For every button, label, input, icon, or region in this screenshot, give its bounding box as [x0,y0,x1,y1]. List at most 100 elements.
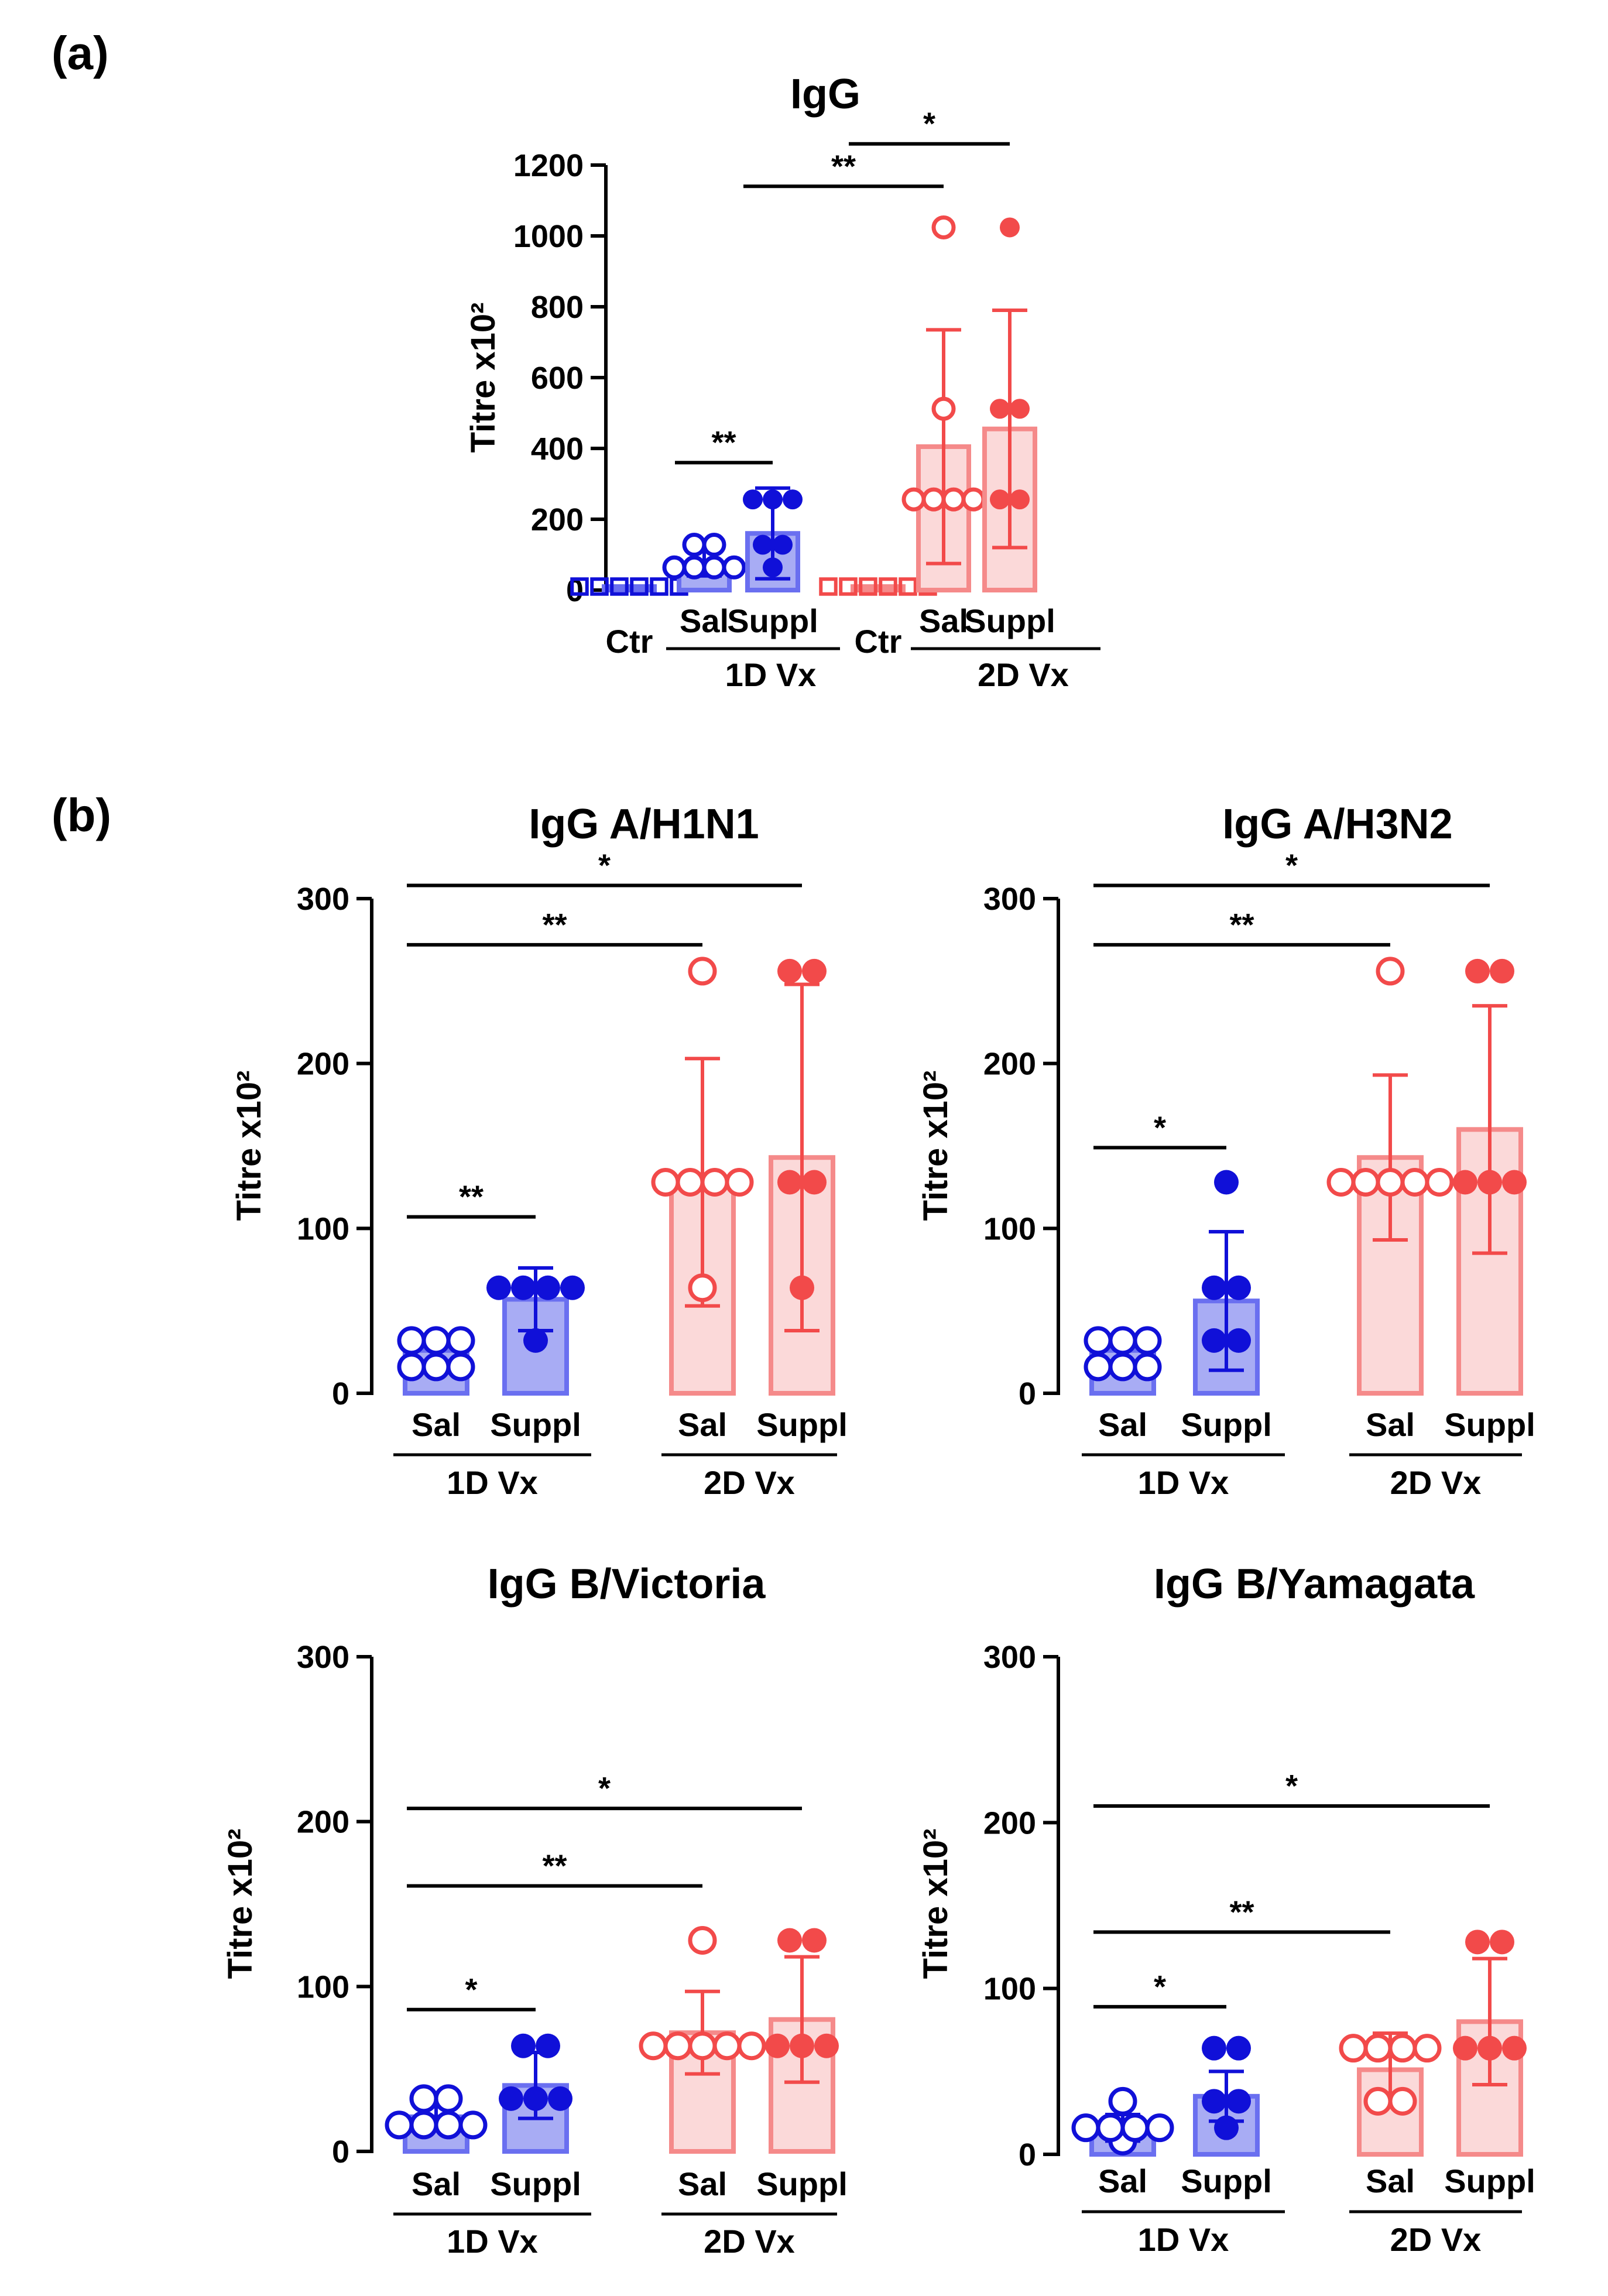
category-label: Ctr [855,623,902,660]
data-point [511,2033,536,2058]
data-point [1226,1328,1251,1353]
data-point [688,1273,717,1303]
data-point [1326,1167,1356,1197]
data-point [783,489,803,510]
group-label: 1D Vx [447,1464,538,1501]
y-tick-label: 1200 [513,148,584,183]
data-point [737,2031,766,2061]
data-point [1226,1275,1251,1300]
y-tick-label: 400 [531,431,584,467]
data-point [879,577,897,596]
y-tick-label: 600 [531,361,584,396]
data-point [1202,1275,1226,1300]
category-label: Sal [678,2165,727,2202]
y-tick-label: 200 [983,1805,1036,1841]
category-label: Sal [1366,1406,1415,1443]
data-point [523,1328,548,1353]
data-point [814,2033,839,2058]
category-label: Suppl [490,1406,581,1443]
category-label: Ctr [606,623,653,660]
panel-label-b: (b) [52,789,111,841]
data-point [434,2084,463,2113]
data-point [1412,2034,1442,2063]
data-point [722,555,746,580]
data-point [1376,957,1405,986]
data-point [1351,1167,1380,1197]
data-point [1502,2035,1527,2061]
data-point [763,557,783,578]
data-point [700,1167,729,1197]
y-tick-label: 200 [531,502,584,537]
y-tick-label: 0 [332,2134,349,2170]
chart-3: IgG A/H3N2 0 100 200 300 Titre x10² Sal Suppl Sa… [917,801,1535,1501]
data-point [725,1167,754,1197]
group-label: 1D Vx [1138,1464,1229,1501]
panel-label-a: (a) [52,27,109,79]
data-point [421,1352,451,1382]
y-tick-label: 200 [297,1805,349,1840]
data-point [1120,2113,1150,2143]
category-label: Suppl [1444,2163,1535,2199]
data-point [446,1326,475,1355]
data-point [1214,2115,1239,2140]
category-label: Sal [678,1406,727,1443]
data-point [1465,1930,1490,1955]
chart-title: IgG [790,71,860,118]
data-point [1425,1167,1454,1197]
data-point [536,2033,560,2058]
group-label: 1D Vx [725,656,817,693]
data-point [931,215,956,239]
y-axis-label: Titre x10² [464,303,502,453]
data-point [990,489,1010,510]
data-point [650,577,668,596]
significance-label: * [598,848,611,883]
significance-label: ** [831,149,856,184]
data-point [941,487,966,512]
data-point [1400,1167,1429,1197]
data-point [651,1167,680,1197]
y-tick-label: 0 [1019,1376,1036,1411]
data-point [688,1925,717,1955]
data-point [1010,399,1030,419]
data-point [1363,2086,1393,2116]
category-label: Sal [680,602,729,639]
data-point [931,396,956,421]
data-point [712,2031,742,2061]
data-point [1388,2034,1417,2063]
data-point [397,1326,426,1355]
data-point [1000,217,1020,238]
category-label: Suppl [490,2165,581,2202]
data-point [777,1170,802,1195]
group-label: 2D Vx [704,2223,795,2260]
data-point [802,958,827,983]
group-label: 2D Vx [704,1464,795,1501]
y-tick-label: 1000 [513,219,584,254]
data-point [1363,2034,1393,2063]
data-point [446,1352,475,1382]
data-point [901,487,926,512]
data-point [819,577,838,596]
data-point [763,489,783,510]
group-label: 2D Vx [1390,2221,1482,2258]
data-point [990,399,1010,419]
data-point [753,534,773,555]
data-point [499,2086,523,2111]
data-point [663,2031,692,2061]
category-label: Suppl [1181,1406,1272,1443]
data-point [1108,2086,1137,2116]
data-point [511,1275,536,1300]
data-point [1226,2089,1251,2114]
category-label: Sal [412,2165,461,2202]
data-point [1096,2113,1125,2143]
data-point [839,577,858,596]
data-point [802,1170,827,1195]
data-point [385,2110,414,2140]
data-point [570,577,589,596]
y-tick-label: 300 [983,882,1036,917]
group-label: 2D Vx [978,656,1069,693]
significance-label: * [1154,1969,1166,2004]
data-point [1490,1930,1514,1955]
significance-label: * [1285,1769,1298,1804]
data-point [434,2110,463,2140]
chart-title: IgG B/Victoria [488,1561,766,1608]
